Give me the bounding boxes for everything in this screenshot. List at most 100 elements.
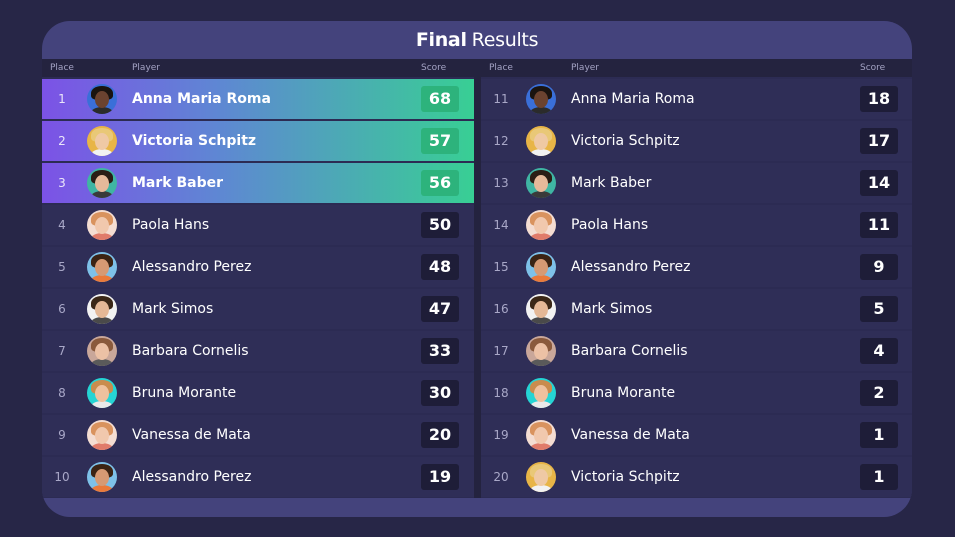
header-score: Score	[860, 63, 886, 73]
avatar-body	[530, 359, 552, 366]
player-name: Victoria Schpitz	[132, 133, 257, 149]
avatar-face	[534, 217, 548, 234]
player-name: Paola Hans	[132, 217, 210, 233]
score-badge: 1	[860, 464, 898, 490]
avatar-body	[530, 485, 552, 492]
avatar-face	[534, 469, 548, 486]
left-rows: 1 Anna Maria Roma 68 2 Victoria Schpitz 57 3 Ma…	[42, 79, 474, 497]
place-number: 15	[493, 260, 509, 274]
avatar	[87, 252, 117, 282]
player-row: 7 Barbara Cornelis 33	[42, 331, 474, 371]
place-number: 2	[58, 134, 66, 148]
avatar	[87, 420, 117, 450]
avatar-face	[534, 385, 548, 402]
header-place: Place	[50, 63, 74, 73]
place-number: 1	[58, 92, 66, 106]
avatar-face	[95, 301, 109, 318]
score-badge: 5	[860, 296, 898, 322]
score-badge: 56	[421, 170, 459, 196]
place-number: 9	[58, 428, 66, 442]
avatar-body	[91, 401, 113, 408]
player-row: 3 Mark Baber 56	[42, 163, 474, 203]
avatar-body	[91, 191, 113, 198]
avatar-face	[95, 427, 109, 444]
score-badge: 48	[421, 254, 459, 280]
column-divider	[474, 59, 481, 498]
player-name: Vanessa de Mata	[132, 427, 251, 443]
player-name: Victoria Schpitz	[571, 469, 680, 485]
player-name: Anna Maria Roma	[132, 91, 271, 107]
score-badge: 18	[860, 86, 898, 112]
avatar-face	[95, 175, 109, 192]
place-number: 13	[493, 176, 509, 190]
score-badge: 14	[860, 170, 898, 196]
place-number: 7	[58, 344, 66, 358]
right-rows: 11 Anna Maria Roma 18 12 Victoria Schpitz 17 1…	[481, 79, 912, 497]
player-row: 2 Victoria Schpitz 57	[42, 121, 474, 161]
player-row: 15 Alessandro Perez 9	[481, 247, 912, 287]
avatar-body	[91, 317, 113, 324]
header-place: Place	[489, 63, 513, 73]
avatar	[526, 168, 556, 198]
place-number: 10	[54, 470, 70, 484]
score-badge: 2	[860, 380, 898, 406]
player-row: 6 Mark Simos 47	[42, 289, 474, 329]
player-name: Barbara Cornelis	[571, 343, 688, 359]
avatar	[87, 294, 117, 324]
avatar-body	[530, 149, 552, 156]
player-name: Mark Baber	[132, 175, 224, 191]
player-name: Alessandro Perez	[132, 259, 252, 275]
avatar-body	[530, 317, 552, 324]
player-row: 10 Alessandro Perez 19	[42, 457, 474, 497]
avatar-face	[95, 385, 109, 402]
player-name: Mark Simos	[571, 301, 653, 317]
place-number: 12	[493, 134, 509, 148]
avatar-face	[95, 217, 109, 234]
avatar	[526, 126, 556, 156]
player-row: 19 Vanessa de Mata 1	[481, 415, 912, 455]
avatar-body	[530, 107, 552, 114]
player-row: 1 Anna Maria Roma 68	[42, 79, 474, 119]
player-row: 4 Paola Hans 50	[42, 205, 474, 245]
player-name: Anna Maria Roma	[571, 91, 695, 107]
player-name: Alessandro Perez	[132, 469, 252, 485]
player-row: 12 Victoria Schpitz 17	[481, 121, 912, 161]
score-badge: 11	[860, 212, 898, 238]
player-row: 20 Victoria Schpitz 1	[481, 457, 912, 497]
avatar-face	[534, 343, 548, 360]
header-score: Score	[421, 63, 447, 73]
avatar	[87, 210, 117, 240]
avatar-body	[91, 485, 113, 492]
player-name: Vanessa de Mata	[571, 427, 690, 443]
avatar-face	[534, 301, 548, 318]
player-row: 17 Barbara Cornelis 4	[481, 331, 912, 371]
avatar	[87, 336, 117, 366]
avatar-body	[91, 107, 113, 114]
place-number: 8	[58, 386, 66, 400]
title-bold: Final	[415, 29, 467, 51]
avatar-body	[91, 149, 113, 156]
leaderboard-column-left: Place Player Score 1 Anna Maria Roma 68 2 Vi…	[42, 59, 474, 498]
avatar	[526, 378, 556, 408]
score-badge: 68	[421, 86, 459, 112]
player-name: Mark Simos	[132, 301, 214, 317]
player-row: 5 Alessandro Perez 48	[42, 247, 474, 287]
avatar	[526, 294, 556, 324]
avatar-body	[530, 233, 552, 240]
score-badge: 9	[860, 254, 898, 280]
avatar	[87, 462, 117, 492]
score-badge: 4	[860, 338, 898, 364]
avatar-face	[95, 133, 109, 150]
avatar	[526, 210, 556, 240]
player-name: Bruna Morante	[571, 385, 676, 401]
avatar-body	[530, 191, 552, 198]
avatar-face	[534, 91, 548, 108]
place-number: 17	[493, 344, 509, 358]
player-row: 9 Vanessa de Mata 20	[42, 415, 474, 455]
avatar	[526, 420, 556, 450]
place-number: 14	[493, 218, 509, 232]
score-badge: 30	[421, 380, 459, 406]
player-row: 13 Mark Baber 14	[481, 163, 912, 203]
score-badge: 20	[421, 422, 459, 448]
player-name: Bruna Morante	[132, 385, 237, 401]
